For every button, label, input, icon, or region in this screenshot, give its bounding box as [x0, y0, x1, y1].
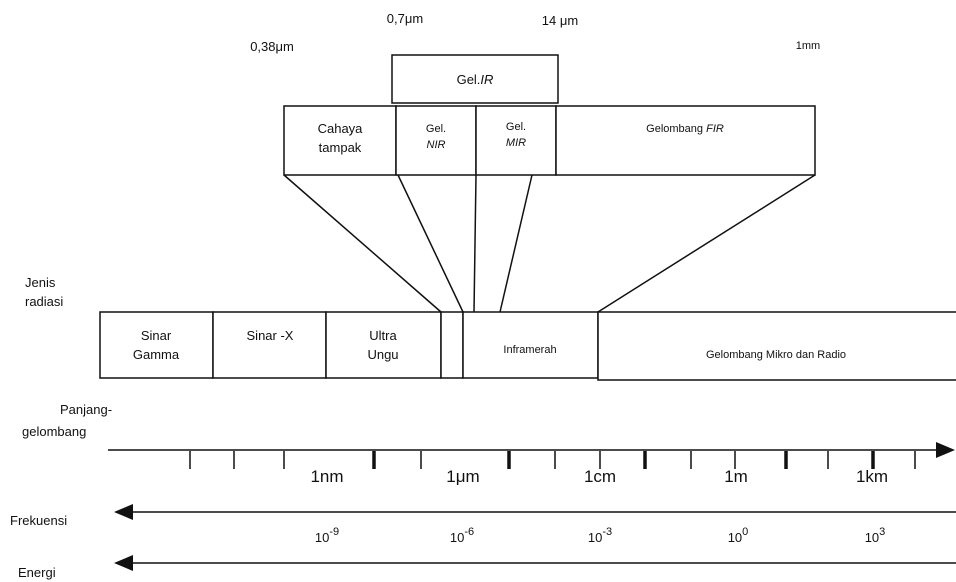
text: Panjang- — [60, 402, 112, 417]
ticks — [189, 451, 916, 469]
exponent: 0 — [742, 526, 748, 538]
text: Gelombang Mikro dan Radio — [706, 349, 846, 361]
box — [597, 311, 956, 381]
box — [283, 105, 397, 176]
text: Jenis — [25, 275, 56, 290]
text: Gel. — [506, 121, 526, 133]
connector — [473, 174, 477, 313]
scale-label: 1nm — [310, 467, 343, 486]
frequency-label: 10-3 — [588, 526, 612, 545]
scale-label: 1μm — [446, 467, 479, 486]
arrowhead — [114, 504, 133, 520]
scale-label: 1cm — [584, 467, 616, 486]
text: Gel. — [426, 123, 446, 135]
frequency-label: 10-6 — [450, 526, 474, 545]
scale-label: 1m — [724, 467, 748, 486]
text: Energi — [18, 565, 56, 580]
ir-box — [391, 54, 559, 104]
connector — [499, 174, 533, 313]
ir-label: Gel.IR — [457, 72, 494, 87]
connector — [283, 174, 442, 313]
text: Ungu — [367, 347, 398, 362]
text: NIR — [427, 139, 446, 151]
label: 14 μm — [542, 13, 578, 28]
base: 10 — [865, 530, 879, 545]
frequency-label: 103 — [865, 526, 886, 545]
box — [212, 311, 327, 379]
text: tampak — [319, 140, 362, 155]
frequency-label: 10-9 — [315, 526, 339, 545]
text: gelombang — [22, 424, 86, 439]
base: 10 — [450, 530, 464, 545]
exponent: -3 — [602, 526, 612, 538]
text: IR — [480, 72, 493, 87]
text: Sinar — [141, 328, 172, 343]
frequency-label: 100 — [728, 526, 749, 545]
scale-label: 1km — [856, 467, 888, 486]
connector — [397, 174, 464, 313]
exponent: -6 — [464, 526, 474, 538]
text: Inframerah — [503, 344, 556, 356]
text: Gamma — [133, 347, 180, 362]
base: 10 — [315, 530, 329, 545]
text: Ultra — [369, 328, 397, 343]
exponent: 3 — [879, 526, 885, 538]
exponent: -9 — [329, 526, 339, 538]
frequency-scale: 10-9 10-6 10-3 100 103 — [315, 526, 885, 545]
box — [462, 311, 599, 379]
box — [325, 311, 442, 379]
label: 0,38μm — [250, 39, 294, 54]
arrowhead — [936, 442, 955, 458]
box — [440, 311, 464, 379]
text: Sinar -X — [247, 328, 294, 343]
base: 10 — [588, 530, 602, 545]
label: 0,7μm — [387, 11, 423, 26]
box — [395, 105, 477, 176]
base: 10 — [728, 530, 742, 545]
label: 1mm — [796, 40, 820, 52]
text: Frekuensi — [10, 513, 67, 528]
text: Gelombang FIR — [646, 123, 724, 135]
text: radiasi — [25, 294, 63, 309]
text: FIR — [706, 123, 724, 135]
arrowhead — [114, 555, 133, 571]
text: Gel. — [457, 72, 481, 87]
text: Gelombang — [646, 123, 706, 135]
box — [99, 311, 214, 379]
text: MIR — [506, 137, 526, 149]
box — [555, 105, 816, 176]
text: Cahaya — [318, 121, 364, 136]
connector — [597, 174, 816, 313]
